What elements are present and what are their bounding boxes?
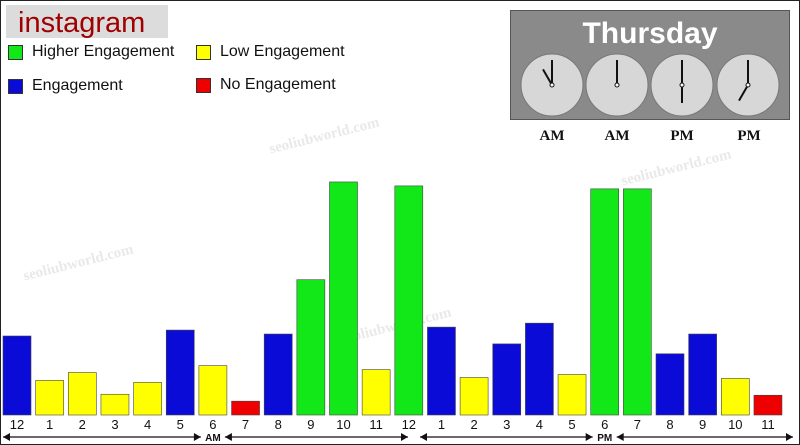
x-tick-label: 6 [209,417,216,432]
x-tick-label: 6 [601,417,608,432]
legend-item-none: No Engagement [196,76,336,94]
bar-0 [2,335,32,416]
legend-swatch-none [196,77,211,93]
am-span-left-arrow-left-icon [3,433,10,441]
bar-21 [688,333,717,416]
legend-item-low: Low Engagement [196,43,345,61]
bar-19 [623,188,652,416]
x-tick-label: 9 [699,417,706,432]
bar-6 [198,365,228,416]
x-tick-label: 11 [369,417,383,432]
legend-label-higher: Higher Engagement [32,43,175,60]
x-tick-label: 3 [111,417,118,432]
clock-label-2: AM [604,128,630,144]
x-tick-label: 8 [666,417,673,432]
bar-4 [133,382,162,416]
x-tick-label: 4 [144,417,151,432]
period-markers: AM PM [3,433,793,444]
x-tick-label: 12 [10,417,24,432]
x-tick-label: 10 [336,417,350,432]
bar-20 [655,353,685,416]
legend-swatch-higher [8,44,23,60]
x-tick-label: 9 [307,417,314,432]
bar-14 [459,377,489,416]
legend-swatch-engagement [8,78,23,94]
x-tick-label: 4 [536,417,543,432]
clock-label-3: PM [670,128,694,144]
bar-2 [68,372,97,416]
period-label-am: AM [205,433,221,444]
clock-center-dot [549,82,555,88]
legend-label-engagement: Engagement [32,77,123,94]
legend-swatch-low [196,44,211,60]
clock-label-4: PM [737,128,761,144]
x-tick-label: 12 [402,417,416,432]
x-tick-label: 2 [470,417,477,432]
am-span-right-arrow-left-icon [224,433,232,441]
clock-hour-hand [542,68,553,86]
period-label-pm: PM [597,433,612,444]
legend-label-none: No Engagement [220,76,336,93]
bar-23 [753,394,783,416]
bar-1 [35,380,64,416]
bar-17 [557,374,587,416]
bar-13 [427,326,456,416]
bar-10 [329,181,358,416]
x-tick-label: 10 [728,417,742,432]
clock-center-dot [679,82,685,88]
pm-span-left-arrow-left-icon [420,433,427,441]
x-tick-label: 8 [275,417,282,432]
clock-hour-hand [738,84,749,102]
legend-item-higher: Higher Engagement [8,43,174,61]
bar-11 [361,369,391,416]
clock-center-dot [745,82,751,88]
x-tick-label: 5 [177,417,184,432]
bar-3 [100,393,130,416]
bar-8 [263,333,293,416]
clock-label-1: AM [539,128,565,144]
day-title: Thursday [582,17,718,50]
bar-18 [590,188,620,416]
bar-9 [296,279,326,416]
bars-group [2,181,783,416]
legend-item-engagement: Engagement [8,77,123,95]
x-tick-label: 5 [568,417,575,432]
brand-title: instagram [18,7,146,39]
bar-16 [525,322,554,416]
x-tick-label: 1 [438,417,445,432]
bar-7 [231,400,260,416]
pm-span-right-arrow-left-icon [616,433,624,441]
clock-group [520,53,780,117]
x-tick-label: 2 [79,417,86,432]
pm-span-left-arrow-right-icon [585,433,593,441]
x-tick-label: 7 [634,417,641,432]
x-tick-labels: 12 1 2 3 4 5 6 7 8 9 10 11 12 1 2 3 4 5 6 7 8 9 10 11 [10,417,775,432]
x-tick-label: 1 [46,417,53,432]
pm-span-right-arrow-right-icon [786,433,793,441]
legend-label-low: Low Engagement [220,43,345,60]
bar-15 [492,343,522,416]
am-span-right-arrow-right-icon [401,433,408,441]
x-tick-label: 7 [242,417,249,432]
x-tick-label: 3 [503,417,510,432]
brand-box: instagram [6,5,168,39]
x-tick-label: 11 [761,417,775,432]
am-span-left-arrow-right-icon [193,433,201,441]
bar-22 [720,378,750,416]
bar-5 [165,329,195,416]
bar-12 [394,185,424,416]
clock-center-dot [614,82,620,88]
